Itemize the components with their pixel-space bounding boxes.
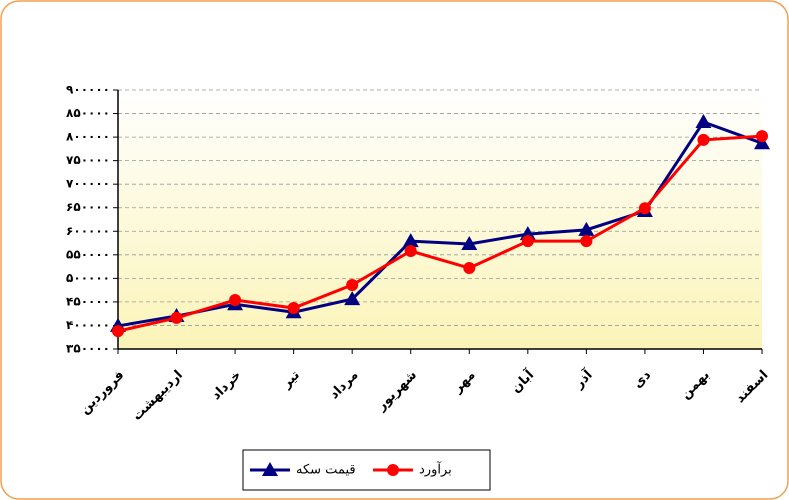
point [519,226,536,241]
point [404,245,417,258]
point [344,291,361,306]
point [170,311,183,324]
point [463,262,476,275]
point [756,130,768,143]
y-tick-label: ۳۵۰۰۰۰ [66,342,110,356]
y-tick-label: ۶۵۰۰۰۰ [66,200,110,214]
legend-label: برآورد [419,461,452,478]
y-tick-label: ۴۰۰۰۰۰ [66,318,110,332]
point [695,114,712,129]
y-tick-label: ۷۰۰۰۰۰ [66,177,110,191]
plot-area [118,90,762,349]
y-tick-label: ۹۰۰۰۰۰ [66,83,110,97]
point [287,302,300,315]
point [638,202,651,215]
y-tick-label: ۶۰۰۰۰۰ [66,224,110,238]
line [117,134,763,333]
y-tick-label: ۷۵۰۰۰۰ [66,153,110,167]
y-tick-label: ۵۵۰۰۰۰ [66,247,110,261]
point [578,221,595,236]
point [461,235,478,250]
point [402,233,419,248]
y-tick-label: ۸۰۰۰۰۰ [66,130,110,144]
y-tick-label: ۵۰۰۰۰۰ [66,271,110,285]
point [346,278,359,291]
point [754,135,770,150]
point [112,325,124,338]
point [580,235,593,248]
y-tick-label: ۸۵۰۰۰۰ [66,106,110,120]
point [262,462,278,476]
legend-label: قیمت سکه [296,463,356,478]
point [387,464,399,476]
y-tick-label: ۴۵۰۰۰۰ [66,294,110,308]
point [697,133,710,146]
point [229,294,242,307]
point [521,235,534,248]
